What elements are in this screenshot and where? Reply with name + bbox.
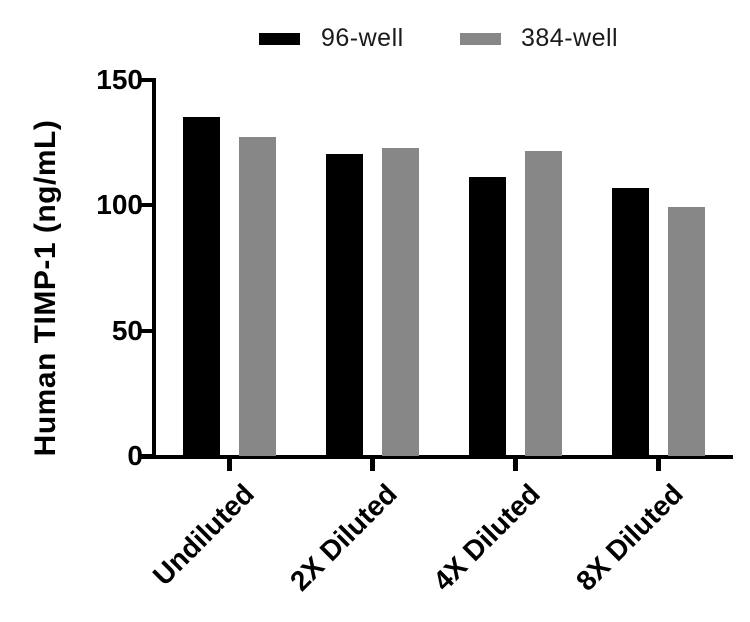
- x-tick-2: [369, 455, 375, 471]
- plot-area: 0 50 100 150: [96, 64, 732, 471]
- legend-label-384-well: 384-well: [521, 24, 619, 52]
- bar-384-well-4x-diluted: [524, 150, 562, 456]
- bar-96-well-undiluted: [182, 116, 220, 456]
- y-tick-50: [140, 328, 152, 333]
- y-tick-0: [140, 454, 152, 458]
- y-tick-label-0: 0: [127, 440, 143, 471]
- legend-swatch-384-well: [460, 33, 501, 45]
- x-tick-3: [512, 455, 518, 471]
- legend-swatch-96-well: [259, 33, 300, 45]
- y-axis-title: Human TIMP-1 (ng/mL): [29, 119, 62, 457]
- x-tick-1: [226, 455, 232, 471]
- bar-384-well-undiluted: [238, 136, 276, 456]
- x-category-label-4x-diluted: 4X Diluted: [427, 478, 546, 597]
- bar-96-well-2x-diluted: [325, 153, 363, 456]
- x-category-label-2x-diluted: 2X Diluted: [284, 478, 403, 597]
- x-axis-line: [141, 455, 733, 459]
- bar-384-well-8x-diluted: [667, 206, 705, 456]
- y-tick-label-150: 150: [96, 64, 143, 95]
- y-tick-150: [140, 78, 152, 82]
- x-tick-4: [655, 455, 661, 471]
- y-tick-100: [140, 203, 152, 208]
- y-axis-line: [152, 78, 156, 459]
- y-tick-label-100: 100: [96, 189, 143, 221]
- bar-96-well-8x-diluted: [611, 187, 649, 456]
- x-category-label-8x-diluted: 8X Diluted: [570, 478, 689, 597]
- bar-384-well-2x-diluted: [381, 147, 419, 456]
- x-category-label-undiluted: Undiluted: [146, 478, 260, 592]
- y-tick-label-50: 50: [111, 314, 143, 346]
- bar-96-well-4x-diluted: [468, 176, 506, 456]
- legend-label-96-well: 96-well: [321, 24, 404, 52]
